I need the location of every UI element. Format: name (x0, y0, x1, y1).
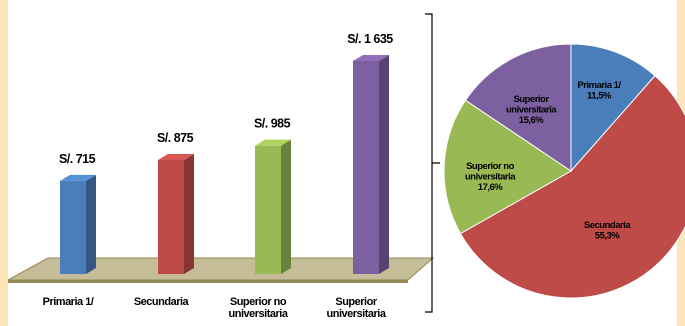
pie-slice-0 (570, 43, 656, 173)
category-label-0: Primaria 1/ (43, 296, 94, 308)
bar-value-label-1: S/. 875 (157, 131, 194, 145)
pie-slice-1 (459, 75, 685, 299)
bar-front-3 (353, 61, 379, 274)
bracket-connector (425, 13, 440, 313)
left-border-strip (0, 0, 8, 326)
category-label-1: Secundaria (134, 296, 190, 308)
bar-side-2 (281, 139, 291, 274)
bar-top-2 (255, 139, 291, 146)
bar-front-1 (158, 160, 184, 274)
pie-slice-label-1: Secundaria 55,3% (584, 220, 631, 242)
category-label-2: Superior no universitaria (229, 296, 289, 320)
bar-value-label-2: S/. 985 (254, 117, 291, 131)
bar-front-0 (60, 180, 86, 274)
pie-slice-label-0: Primaria 1/11,5% (577, 80, 621, 102)
bar-value-label-3: S/. 1 635 (347, 32, 393, 46)
category-label-3: Superior universitaria (327, 296, 387, 320)
bar-front-2 (255, 145, 281, 274)
bar-side-3 (379, 55, 389, 274)
bar-top-1 (158, 154, 194, 161)
bar-value-label-0: S/. 715 (59, 152, 96, 166)
pie-slice-2 (443, 99, 572, 235)
bar-side-1 (184, 154, 194, 274)
chart-floor-edge (8, 280, 408, 283)
bar-side-0 (86, 174, 96, 274)
pie-slice-label-2: Superior no universitaria 17,6% (465, 161, 516, 193)
bar-top-0 (60, 174, 96, 181)
pie-slice-label-3: Superior universitaria 15,6% (506, 94, 557, 126)
bar-top-3 (353, 55, 389, 61)
pie-slice-3 (464, 43, 572, 172)
